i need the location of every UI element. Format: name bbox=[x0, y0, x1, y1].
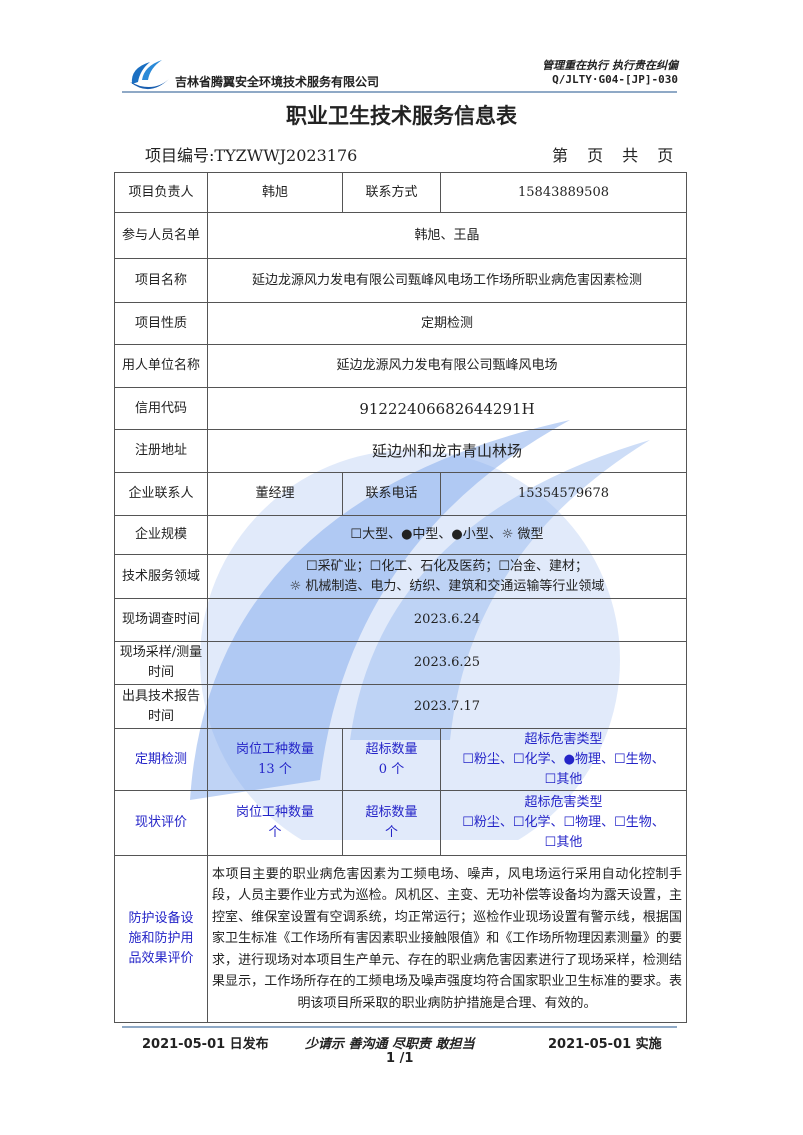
contact-label: 联系方式 bbox=[342, 172, 441, 213]
project-name-value: 延边龙源风力发电有限公司甄峰风电场工作场所职业病危害因素检测 bbox=[207, 258, 687, 303]
status-exceed-value: 个 bbox=[384, 825, 398, 840]
project-number: 项目编号:TYZWWJ2023176 bbox=[145, 146, 358, 165]
page-title: 职业卫生技术服务信息表 bbox=[286, 104, 517, 128]
status-type-line-1: ☐粉尘、☐化学、☐物理、☐生物、 bbox=[462, 815, 665, 830]
field-line-2: ☼ 机械制造、电力、纺织、建筑和交通运输等行业领域 bbox=[289, 578, 605, 594]
periodic-type-label: 超标危害类型 bbox=[524, 731, 603, 747]
employer-value: 延边龙源风力发电有限公司甄峰风电场 bbox=[207, 344, 687, 388]
protect-value: 本项目主要的职业病危害因素为工频电场、噪声，风电场运行采用自动化控制手段，人员主… bbox=[207, 855, 687, 1023]
status-posts: 岗位工种数量个 bbox=[207, 790, 343, 856]
periodic-type-line-2: ☐其他 bbox=[544, 771, 583, 787]
credit-value: 91222406682644291H bbox=[207, 387, 687, 430]
address-label: 注册地址 bbox=[114, 429, 208, 473]
credit-label: 信用代码 bbox=[114, 387, 208, 430]
project-name-label: 项目名称 bbox=[114, 258, 208, 303]
footer-slogan: 少请示 善沟通 尽职责 敢担当 bbox=[305, 1037, 475, 1052]
field-line-1: ☐采矿业；☐化工、石化及医药；☐冶金、建材； bbox=[306, 558, 588, 574]
status-posts-label: 岗位工种数量 bbox=[235, 805, 314, 820]
scale-value: ☐大型、●中型、●小型、☼ 微型 bbox=[207, 515, 687, 555]
status-exceed: 超标数量个 bbox=[342, 790, 441, 856]
survey-label: 现场调查时间 bbox=[114, 598, 208, 642]
periodic-exceed-value: 0 个 bbox=[378, 761, 405, 777]
employer-label: 用人单位名称 bbox=[114, 344, 208, 388]
report-label: 出具技术报告时间 bbox=[114, 684, 208, 729]
nature-value: 定期检测 bbox=[207, 302, 687, 345]
protect-label: 防护设备设施和防护用品效果评价 bbox=[114, 855, 208, 1023]
report-value: 2023.7.17 bbox=[207, 684, 687, 729]
page-number: 1 /1 bbox=[386, 1051, 414, 1066]
ent-phone-value: 15354579678 bbox=[440, 472, 687, 516]
sampling-value: 2023.6.25 bbox=[207, 641, 687, 685]
doc-code: Q/JLTY·G04-[JP]-030 bbox=[552, 73, 678, 86]
footer-divider bbox=[122, 1026, 677, 1028]
nature-label: 项目性质 bbox=[114, 302, 208, 345]
scale-label: 企业规模 bbox=[114, 515, 208, 555]
periodic-exceed: 超标数量 0 个 bbox=[342, 728, 441, 791]
periodic-label: 定期检测 bbox=[114, 728, 208, 791]
field-value: ☐采矿业；☐化工、石化及医药；☐冶金、建材； ☼ 机械制造、电力、纺织、建筑和交通… bbox=[207, 554, 687, 599]
motto: 管理重在执行 执行贵在纠偏 bbox=[542, 59, 678, 72]
members-value: 韩旭、王晶 bbox=[207, 212, 687, 259]
header-divider bbox=[122, 91, 677, 93]
status-type-label: 超标危害类型 bbox=[524, 795, 603, 810]
periodic-exceed-label: 超标数量 bbox=[365, 741, 418, 757]
ent-contact-label: 企业联系人 bbox=[114, 472, 208, 516]
leader-label: 项目负责人 bbox=[114, 172, 208, 213]
leader-value: 韩旭 bbox=[207, 172, 343, 213]
status-type: 超标危害类型 ☐粉尘、☐化学、☐物理、☐生物、 ☐其他 bbox=[440, 790, 687, 856]
ent-phone-label: 联系电话 bbox=[342, 472, 441, 516]
status-type-line-2: ☐其他 bbox=[544, 835, 583, 850]
status-exceed-label: 超标数量 bbox=[365, 805, 418, 820]
contact-value: 15843889508 bbox=[440, 172, 687, 213]
address-value: 延边州和龙市青山林场 bbox=[207, 429, 687, 473]
info-table: 项目负责人 韩旭 联系方式 15843889508 参与人员名单 韩旭、王晶 项目名称延… bbox=[114, 172, 687, 1023]
status-posts-value: 个 bbox=[268, 825, 282, 840]
issue-date: 2021-05-01 日发布 bbox=[142, 1037, 269, 1052]
survey-value: 2023.6.24 bbox=[207, 598, 687, 642]
page-count: 第 页 共 页 bbox=[552, 146, 674, 165]
sampling-label: 现场采样/测量时间 bbox=[114, 641, 208, 685]
company-name: 吉林省腾翼安全环境技术服务有限公司 bbox=[175, 75, 380, 89]
periodic-posts-label: 岗位工种数量 bbox=[235, 741, 314, 757]
members-label: 参与人员名单 bbox=[114, 212, 208, 259]
periodic-type: 超标危害类型 ☐粉尘、☐化学、●物理、☐生物、 ☐其他 bbox=[440, 728, 687, 791]
periodic-posts: 岗位工种数量 13 个 bbox=[207, 728, 343, 791]
periodic-type-line-1: ☐粉尘、☐化学、●物理、☐生物、 bbox=[462, 751, 665, 767]
status-label: 现状评价 bbox=[114, 790, 208, 856]
effective-date: 2021-05-01 实施 bbox=[548, 1037, 662, 1052]
field-label: 技术服务领域 bbox=[114, 554, 208, 599]
ent-contact-value: 董经理 bbox=[207, 472, 343, 516]
periodic-posts-value: 13 个 bbox=[258, 761, 292, 777]
company-logo bbox=[130, 60, 170, 90]
